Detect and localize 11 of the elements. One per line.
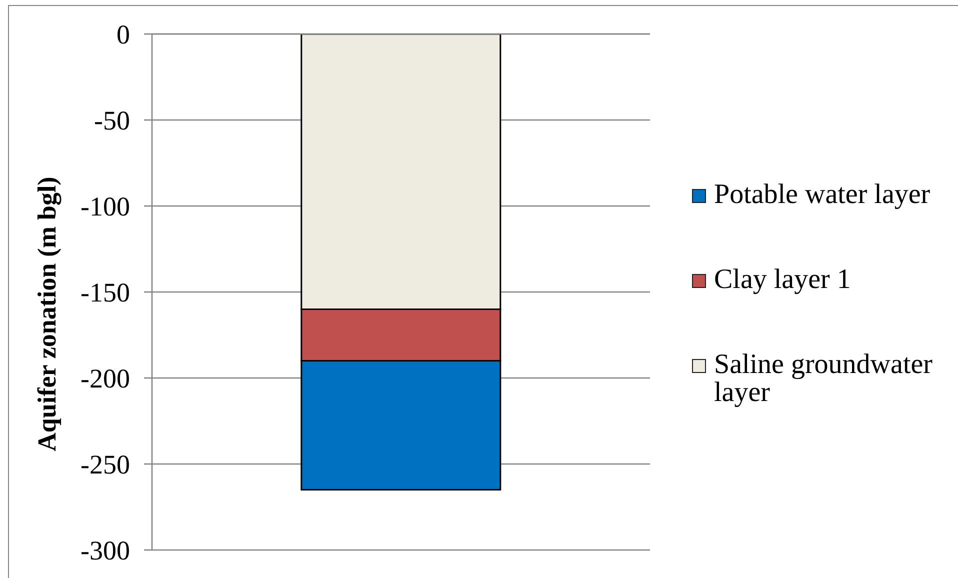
y-tick-label: -150 (80, 278, 130, 308)
legend-label: Clay layer 1 (714, 264, 851, 295)
y-tick-label: -50 (94, 106, 130, 136)
legend-label: Potable water layer (714, 179, 930, 210)
y-tick-label: -100 (80, 192, 130, 222)
y-axis-title: Aquifer zonation (m bgl) (32, 176, 62, 452)
y-tick-label: -250 (80, 450, 130, 480)
y-tick-label: -300 (80, 536, 130, 566)
y-tick-label: -200 (80, 364, 130, 394)
y-tick-label: 0 (116, 20, 130, 50)
legend-label: Saline groundwater layer (714, 349, 934, 408)
